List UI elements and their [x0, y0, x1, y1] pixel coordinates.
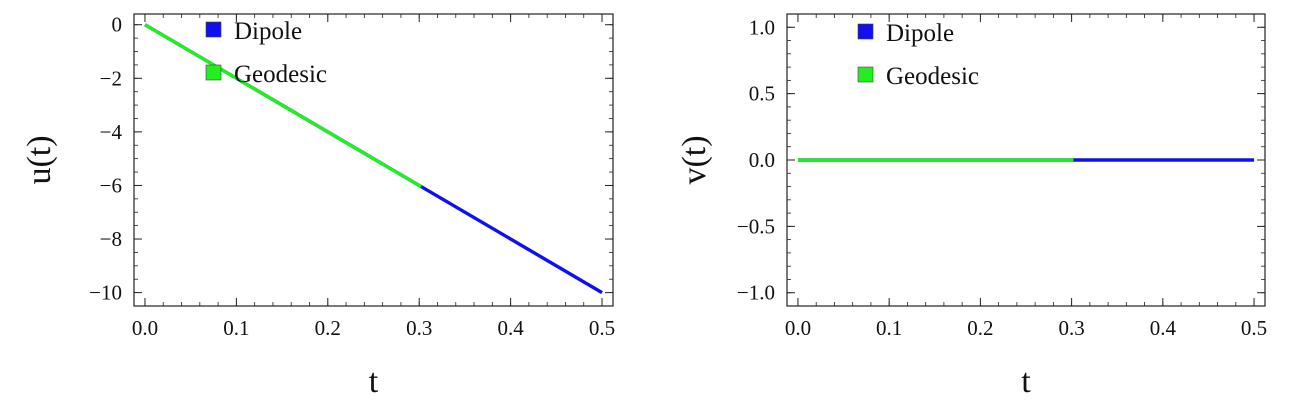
legend-label-dipole: Dipole	[886, 20, 954, 47]
y-tick-label: −8	[100, 227, 122, 251]
series-line-geodesic	[144, 23, 422, 188]
legend-swatch-geodesic	[205, 64, 222, 81]
plot-frame	[133, 13, 614, 307]
x-tick-label: 0.4	[497, 316, 524, 340]
y-axis-label: v(t)	[676, 135, 713, 184]
legend-swatch-geodesic	[857, 66, 874, 83]
x-tick-label: 0.3	[1058, 316, 1084, 340]
y-tick-label: −0.5	[737, 214, 775, 238]
x-tick-label: 0.5	[589, 316, 615, 340]
x-axis-label: t	[369, 363, 379, 400]
y-tick-label: 1.0	[749, 15, 775, 39]
x-tick-label: 0.5	[1241, 316, 1267, 340]
y-tick-label: 0.0	[749, 148, 775, 172]
legend-swatch-dipole	[205, 21, 222, 38]
x-tick-label: 0.4	[1150, 316, 1177, 340]
x-tick-label: 0.0	[785, 316, 811, 340]
legend-label-dipole: Dipole	[234, 18, 302, 45]
y-tick-label: −10	[89, 281, 122, 305]
x-tick-label: 0.1	[876, 316, 902, 340]
legend-label-geodesic: Geodesic	[886, 63, 979, 90]
x-axis-label: t	[1021, 363, 1031, 400]
y-tick-label: 0	[112, 13, 123, 37]
x-tick-label: 0.2	[967, 316, 993, 340]
x-tick-label: 0.1	[223, 316, 249, 340]
y-tick-label: −1.0	[737, 281, 775, 305]
chart-panel-2: 0.0 0.1 0.2 0.3 0.4 0.5 1.0 0.5 0.0 −0.5 −1.0 t v(t)…	[676, 13, 1267, 400]
y-tick-label: −4	[100, 120, 123, 144]
legend-label-geodesic: Geodesic	[234, 61, 327, 88]
y-tick-label: −6	[100, 173, 122, 197]
legend-swatch-dipole	[857, 23, 874, 40]
y-tick-label: −2	[100, 66, 122, 90]
x-tick-label: 0.2	[315, 316, 341, 340]
y-axis-label: u(t)	[21, 135, 58, 184]
x-tick-label: 0.0	[132, 316, 158, 340]
y-tick-label: 0.5	[749, 82, 775, 106]
x-tick-label: 0.3	[406, 316, 432, 340]
chart-panel-1: 0.0 0.1 0.2 0.3 0.4 0.5 0 −2 −4 −6 −8 −10 t u(t) Dipol…	[21, 13, 615, 400]
